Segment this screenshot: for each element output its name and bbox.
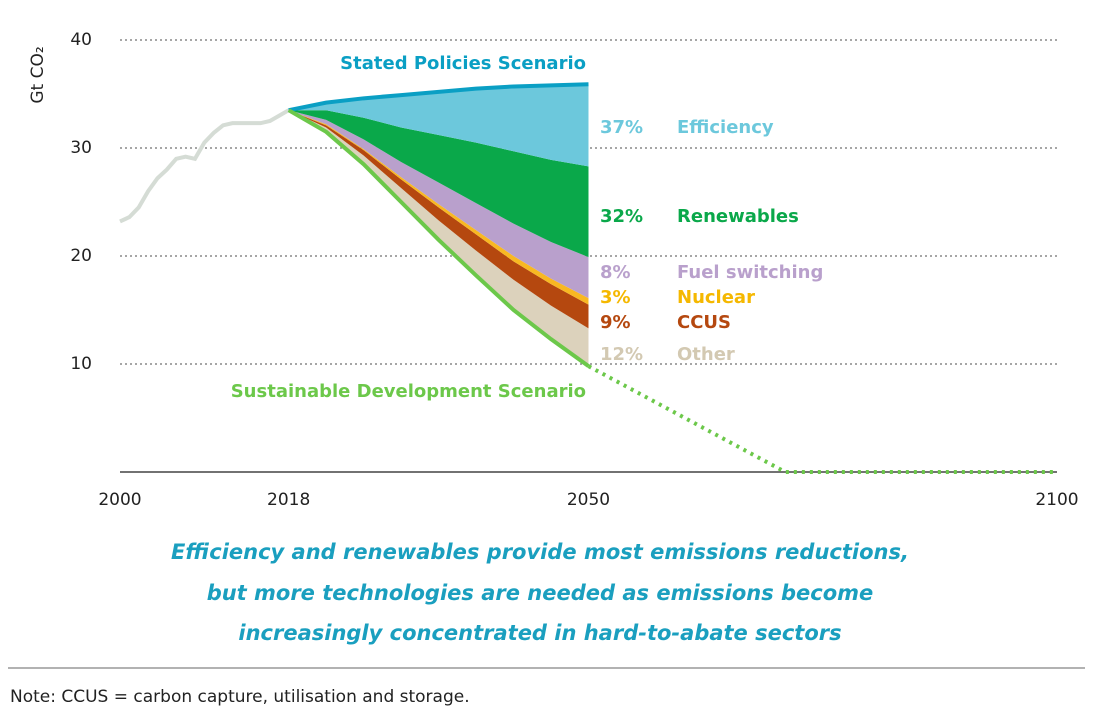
y-tick-label: 30 (70, 138, 92, 158)
caption: increasingly concentrated in hard-to-aba… (238, 621, 841, 645)
legend-label: Renewables (677, 206, 799, 227)
annotation: Stated Policies Scenario (340, 53, 586, 74)
historical-line (119, 108, 290, 224)
share-label: 32% (600, 206, 643, 227)
share-label: 37% (600, 117, 643, 138)
legend-label: CCUS (677, 312, 731, 333)
legend-label: Nuclear (677, 287, 755, 308)
x-tick-label: 2100 (1035, 490, 1078, 510)
y-axis-label: Gt CO₂ (28, 46, 48, 103)
legend-label: Other (677, 344, 735, 365)
wedge-area (288, 110, 589, 258)
y-tick-label: 10 (70, 354, 92, 374)
sds-line (287, 108, 590, 368)
wedge-area (288, 84, 589, 167)
wedge-area (288, 110, 589, 299)
annotation: Sustainable Development Scenario (231, 381, 586, 402)
note: Note: CCUS = carbon capture, utilisation… (10, 687, 470, 707)
stated-policies-line (288, 82, 589, 113)
legend-label: Efficiency (677, 117, 774, 138)
x-tick-label: 2018 (267, 490, 310, 510)
legend-label: Fuel switching (677, 262, 823, 283)
share-label: 8% (600, 262, 631, 283)
y-tick-label: 40 (70, 30, 92, 50)
x-tick-label: 2000 (98, 490, 141, 510)
y-tick-label: 20 (70, 246, 92, 266)
x-tick-label: 2050 (567, 490, 610, 510)
caption: Efficiency and renewables provide most e… (171, 540, 909, 564)
wedge-area (288, 110, 589, 329)
caption: but more technologies are needed as emis… (207, 581, 874, 605)
share-label: 9% (600, 312, 631, 333)
share-label: 3% (600, 287, 631, 308)
sds-outlook-line (587, 364, 1057, 474)
share-label: 12% (600, 344, 643, 365)
